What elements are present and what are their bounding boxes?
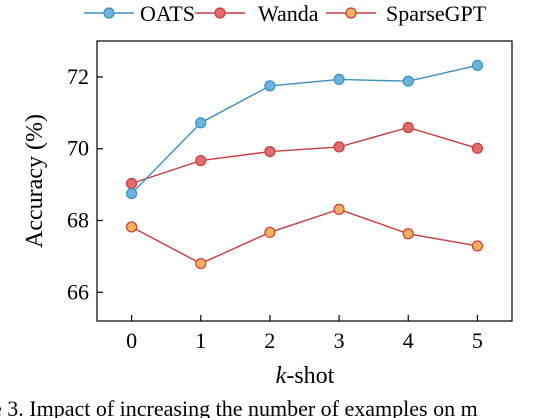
data-point-sparsegpt — [264, 226, 276, 238]
data-point-sparsegpt — [195, 257, 207, 270]
data-point-wanda — [125, 177, 138, 190]
y-axis-label: Accuracy (%) — [22, 114, 48, 248]
y-tick-label: 72 — [67, 64, 89, 89]
data-point-oats — [333, 73, 345, 86]
x-tick-label: 1 — [195, 328, 206, 353]
series-layer — [125, 59, 484, 270]
legend-label-wanda: Wanda — [258, 1, 319, 26]
data-point-wanda — [471, 142, 484, 154]
data-point-oats — [402, 75, 414, 87]
y-tick-label: 68 — [67, 207, 89, 232]
data-point-sparsegpt — [125, 221, 138, 233]
data-point-sparsegpt — [333, 203, 345, 215]
x-tick-label: 5 — [472, 328, 483, 353]
series-line-sparsegpt — [131, 208, 478, 265]
data-point-sparsegpt — [402, 228, 414, 240]
x-axis-label: k-shot — [276, 363, 335, 389]
series-line-oats — [131, 64, 478, 195]
data-point-wanda — [264, 145, 276, 158]
legend-label-sparsegpt: SparseGPT — [386, 1, 487, 26]
legend-label-oats: OATS — [140, 1, 195, 26]
x-tick-label: 3 — [334, 328, 345, 353]
data-point-oats — [125, 187, 138, 200]
data-point-sparsegpt — [471, 240, 484, 252]
data-point-oats — [264, 80, 276, 92]
y-axis-ticks: 66 68 70 72 — [67, 64, 103, 304]
data-point-oats — [195, 117, 207, 129]
legend-marker-wanda — [214, 7, 226, 19]
data-point-wanda — [195, 154, 207, 167]
legend: OATS Wanda SparseGPT — [84, 1, 487, 26]
x-axis-label-rest: -shot — [286, 363, 334, 389]
x-tick-label: 4 — [403, 328, 414, 353]
x-axis-label-italic: k — [276, 363, 287, 389]
data-point-wanda — [333, 141, 345, 153]
x-tick-label: 0 — [126, 328, 137, 353]
y-tick-label: 66 — [67, 279, 89, 304]
data-point-wanda — [402, 121, 414, 134]
series-line-wanda — [131, 126, 478, 185]
legend-marker-oats — [103, 7, 115, 19]
legend-marker-sparsegpt — [345, 7, 357, 19]
x-tick-label: 2 — [264, 328, 275, 353]
plot-frame — [96, 40, 513, 322]
data-point-oats — [471, 59, 484, 72]
x-axis-ticks: 0 1 2 3 4 5 — [126, 315, 483, 353]
figure-caption: e 3. Impact of increasing the number of … — [0, 396, 478, 418]
y-tick-label: 70 — [67, 136, 89, 161]
